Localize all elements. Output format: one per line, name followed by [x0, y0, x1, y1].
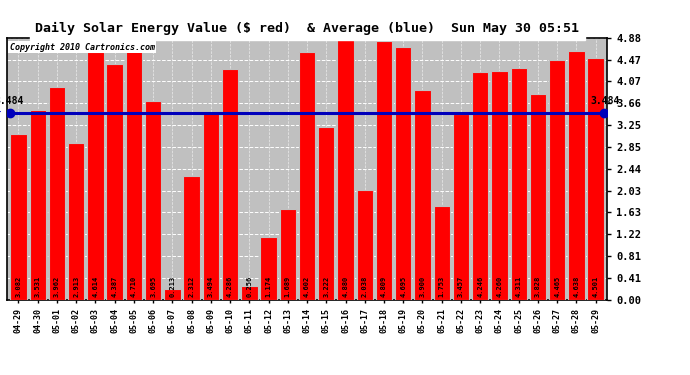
Bar: [30, 110, 46, 300]
Text: 4.246: 4.246: [477, 276, 483, 297]
Bar: [511, 68, 527, 300]
Text: 1.174: 1.174: [266, 276, 272, 297]
Bar: [222, 69, 238, 300]
Text: 4.387: 4.387: [112, 276, 118, 297]
Bar: [357, 190, 373, 300]
Text: 4.614: 4.614: [92, 276, 99, 297]
Text: 4.260: 4.260: [496, 276, 502, 297]
Text: 3.531: 3.531: [34, 276, 41, 297]
Text: 3.484: 3.484: [0, 96, 23, 106]
Text: 4.695: 4.695: [400, 276, 406, 297]
Text: 3.828: 3.828: [535, 276, 541, 297]
Text: Copyright 2010 Cartronics.com: Copyright 2010 Cartronics.com: [10, 43, 155, 52]
Bar: [260, 237, 277, 300]
Bar: [106, 64, 123, 300]
Text: 3.222: 3.222: [324, 276, 329, 297]
Bar: [10, 134, 27, 300]
Text: 0.213: 0.213: [169, 276, 175, 297]
Bar: [453, 114, 469, 300]
Bar: [87, 52, 104, 300]
Text: 4.286: 4.286: [227, 276, 233, 297]
Bar: [337, 38, 354, 300]
Text: 4.809: 4.809: [381, 276, 387, 297]
Text: 3.962: 3.962: [54, 276, 60, 297]
Bar: [472, 72, 489, 300]
Bar: [376, 41, 392, 300]
Bar: [549, 60, 565, 300]
Bar: [587, 58, 604, 300]
Bar: [164, 288, 181, 300]
Text: 4.465: 4.465: [554, 276, 560, 297]
Bar: [414, 90, 431, 300]
Text: 1.753: 1.753: [439, 276, 445, 297]
Text: 4.602: 4.602: [304, 276, 310, 297]
Text: 2.312: 2.312: [188, 276, 195, 297]
Text: 3.695: 3.695: [150, 276, 156, 297]
Text: 2.913: 2.913: [73, 276, 79, 297]
Text: 4.880: 4.880: [342, 276, 348, 297]
Text: 4.311: 4.311: [515, 276, 522, 297]
Bar: [145, 101, 161, 300]
Bar: [279, 209, 296, 300]
Text: 4.638: 4.638: [573, 276, 580, 297]
Bar: [49, 87, 65, 300]
Text: 3.457: 3.457: [458, 276, 464, 297]
Bar: [299, 53, 315, 300]
Bar: [203, 112, 219, 300]
Bar: [184, 176, 200, 300]
Bar: [241, 286, 257, 300]
Text: 3.494: 3.494: [208, 276, 214, 297]
Text: 0.256: 0.256: [246, 276, 253, 297]
Bar: [433, 206, 450, 300]
Text: 4.501: 4.501: [593, 276, 599, 297]
Bar: [569, 51, 584, 300]
Bar: [68, 143, 84, 300]
Bar: [491, 71, 508, 300]
Title: Daily Solar Energy Value ($ red)  & Average (blue)  Sun May 30 05:51: Daily Solar Energy Value ($ red) & Avera…: [35, 22, 579, 35]
Text: 3.900: 3.900: [420, 276, 426, 297]
Bar: [530, 94, 546, 300]
Bar: [318, 127, 335, 300]
Bar: [395, 48, 411, 300]
Text: 4.710: 4.710: [131, 276, 137, 297]
Text: 1.689: 1.689: [285, 276, 290, 297]
Text: 2.038: 2.038: [362, 276, 368, 297]
Text: ←: ←: [0, 106, 1, 119]
Text: 3.082: 3.082: [15, 276, 21, 297]
Bar: [126, 46, 142, 300]
Text: 3.484: 3.484: [591, 96, 620, 106]
